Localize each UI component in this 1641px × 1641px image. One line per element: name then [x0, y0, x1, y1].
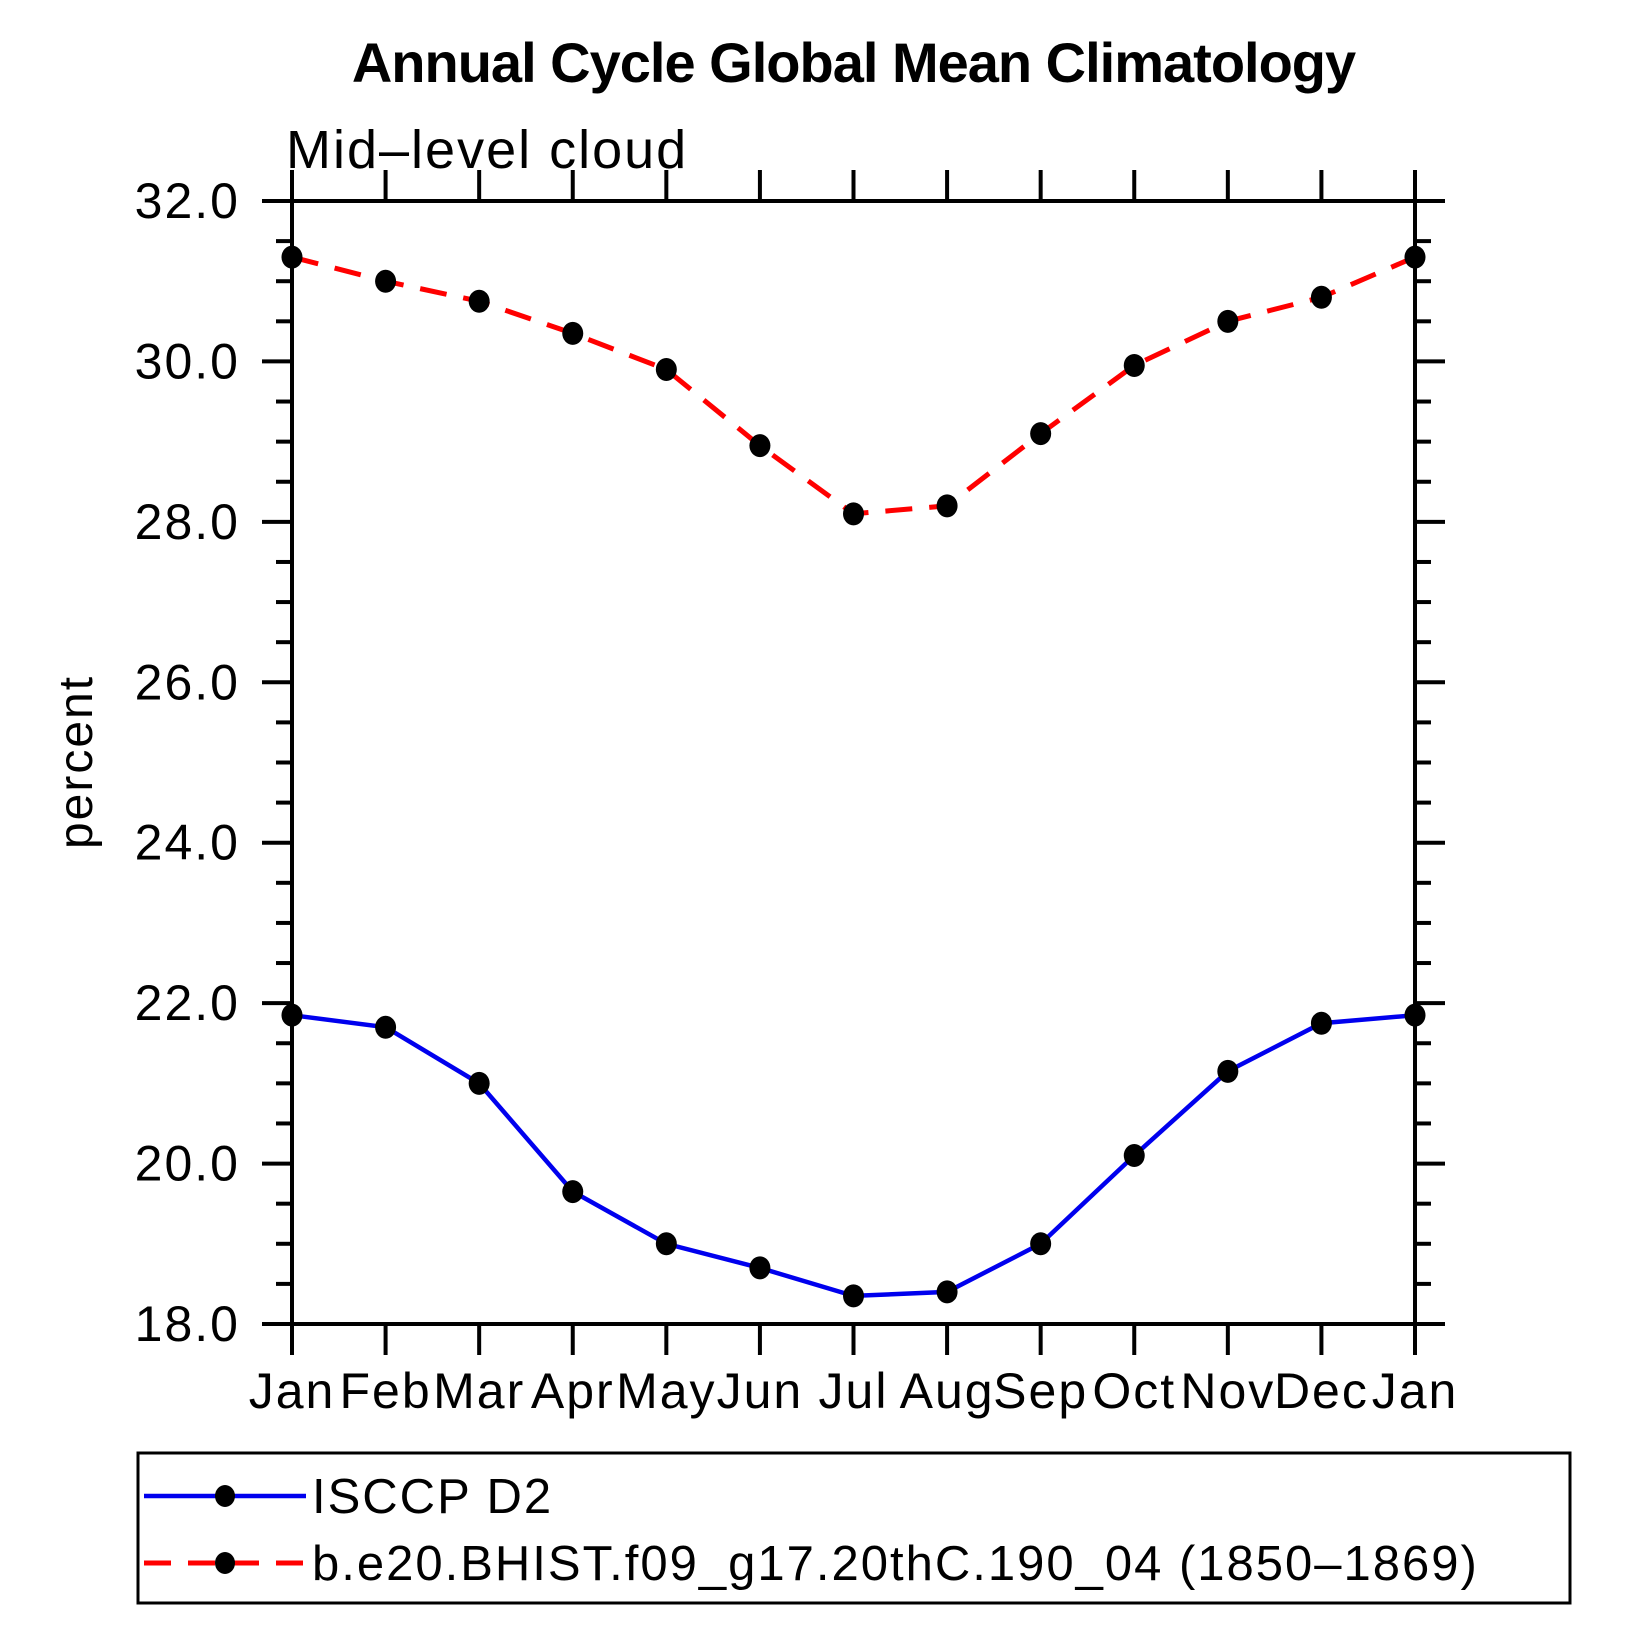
series-line-b-e20-bhist-f09-g17-20thc-190-04-1850-18 [291, 254, 1416, 517]
data-point [1310, 1011, 1332, 1035]
data-point [843, 502, 864, 526]
legend-marker [215, 1552, 235, 1574]
x-tick-label: Feb [339, 1363, 431, 1419]
data-point [749, 434, 771, 458]
x-tick-label: Jun [717, 1363, 804, 1419]
data-point [1030, 1232, 1052, 1256]
data-point [749, 1256, 771, 1280]
data-point [468, 1071, 490, 1095]
data-point [655, 357, 677, 381]
y-axis-label: percent [50, 675, 103, 849]
legend-marker [215, 1485, 235, 1507]
data-point [936, 1280, 958, 1304]
y-tick-label: 32.0 [135, 173, 240, 229]
legend-label: ISCCP D2 [312, 1470, 553, 1524]
plot-frame [290, 199, 1417, 1326]
data-point [1123, 1144, 1145, 1168]
chart-title: Annual Cycle Global Mean Climatology [351, 31, 1356, 94]
x-tick-label: Aug [900, 1363, 995, 1419]
y-tick-label: 26.0 [135, 654, 240, 710]
series-line-isccp-d2 [291, 1012, 1416, 1299]
x-tick-label: Jul [819, 1363, 889, 1419]
x-tick-label: Nov [1180, 1363, 1275, 1419]
data-point [281, 1003, 303, 1027]
data-point [562, 1180, 584, 1204]
data-point [1030, 422, 1052, 446]
data-point [1404, 1003, 1426, 1027]
x-tick-label: Apr [531, 1363, 615, 1419]
data-point [655, 1232, 677, 1256]
data-point [1404, 245, 1426, 269]
y-tick-label: 24.0 [135, 815, 240, 871]
y-tick-label: 18.0 [135, 1296, 240, 1352]
x-tick-label: May [616, 1363, 716, 1419]
x-tick-label: Jan [1372, 1363, 1459, 1419]
x-tick-label: Jan [249, 1363, 336, 1419]
data-point [936, 494, 958, 518]
y-tick-label: 30.0 [135, 333, 240, 389]
data-point [562, 321, 584, 345]
x-tick-label: Mar [433, 1363, 525, 1419]
data-point [843, 1284, 864, 1308]
data-point [1123, 353, 1145, 377]
data-point [1217, 1059, 1239, 1083]
data-point [375, 269, 397, 293]
data-point [375, 1015, 397, 1039]
x-tick-label: Sep [993, 1363, 1088, 1419]
y-tick-label: 20.0 [135, 1136, 240, 1192]
data-point [1310, 285, 1332, 309]
y-tick-label: 22.0 [135, 975, 240, 1031]
data-point [281, 245, 303, 269]
x-tick-label: Dec [1274, 1363, 1369, 1419]
data-point [468, 289, 490, 313]
data-point [1217, 309, 1239, 333]
x-tick-label: Oct [1092, 1363, 1176, 1419]
chart-subtitle: Mid–level cloud [286, 120, 688, 180]
legend-label: b.e20.BHIST.f09_g17.20thC.190_04 (1850–1… [312, 1537, 1479, 1591]
legend-box [136, 1451, 1572, 1605]
y-tick-label: 28.0 [135, 494, 240, 550]
